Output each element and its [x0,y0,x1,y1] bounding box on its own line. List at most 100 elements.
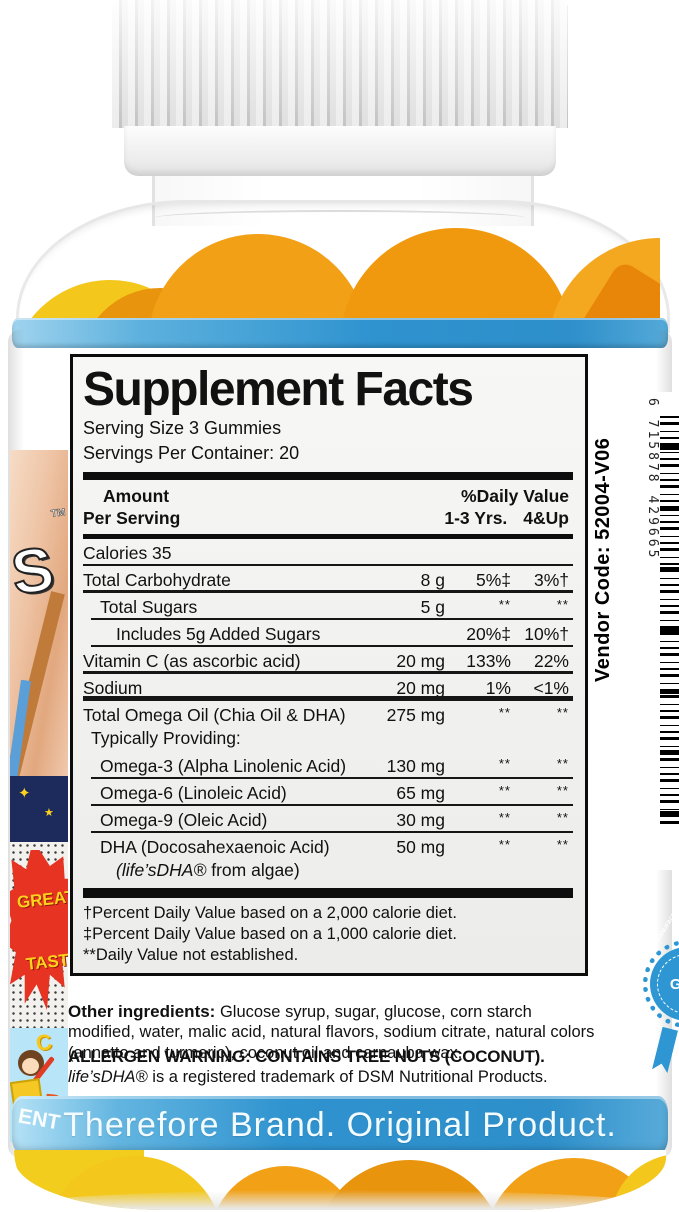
daily-value-1-3yrs: 5%‡ [475,569,511,590]
servings-per-container-line: Servings Per Container: 20 [83,442,300,463]
vendor-code-text: Vendor Code: 52004-V06 [592,437,614,682]
nutrient-label: Omega-3 (Alpha Linolenic Acid) [100,755,347,776]
facts-row-omega-3: Omega-3 (Alpha Linolenic Acid) 130 mg ** *… [83,752,573,779]
daily-value-4up: ** [556,782,569,798]
facts-row-total-sugars: Total Sugars 5 g ** ** [83,593,573,621]
gummy [340,228,572,320]
trademark-text: life’sDHA® is a registered trademark of … [68,1068,548,1086]
daily-value-4up: 22% [533,651,569,672]
nutrient-label: Total Carbohydrate [83,569,231,590]
facts-row-dha-source: (life’sDHA® from algae) [83,860,573,883]
supplement-facts-title: Supplement Facts [83,363,474,416]
other-ingredients-text: Other ingredients: Glucose syrup, sugar,… [68,1001,595,1063]
serving-size-line: Serving Size 3 Gummies [83,417,282,438]
nutrient-amount: 65 mg [396,782,445,803]
footer-band-text: Therefore Brand. Original Product. [63,1105,617,1144]
age-column-1: 1-3 Yrs. [444,508,508,529]
daily-value-1-3yrs: ** [498,782,511,798]
footer-band: Therefore Brand. Original Product. [12,1096,668,1154]
bottle-neck-rim [154,210,526,226]
nutrient-label: Total Omega Oil (Chia Oil & DHA) [83,705,346,726]
gmp-center-text: GMP [669,975,679,993]
daily-value-header: %Daily Value 1-3 Yrs. 4&Up [444,485,569,529]
nutrient-label: Calories 35 [83,542,172,563]
daily-value-4up: ** [556,705,569,721]
label-top-band [12,318,668,348]
great-taste-burst: GREAT TASTE [10,842,68,1028]
facts-row-calories: Calories 35 [83,539,573,566]
amount-header: Amount Per Serving [83,485,181,529]
nutrient-amount: 8 g [420,569,445,590]
nutrient-amount: 50 mg [396,836,445,857]
nutrient-amount: 5 g [420,596,445,617]
daily-value-4up: ** [556,596,569,612]
nutrient-amount: 30 mg [396,809,445,830]
bottle-cap-base [124,126,556,176]
brand-letter-s: S [10,533,59,609]
nutrient-label: Includes 5g Added Sugars [116,623,321,644]
daily-value-1-3yrs: ** [498,836,511,852]
bottle-cap-ribs [112,0,568,128]
gummy [148,234,368,320]
facts-row-omega-oil: Total Omega Oil (Chia Oil & DHA) 275 mg *… [83,701,573,728]
allergen-warning-text: ALLERGEN WARNING: CONTAINS TREE NUTS (CO… [68,1047,545,1066]
daily-value-4up: ** [556,809,569,825]
gmp-ribbon-left [652,1027,678,1074]
facts-header: Amount Per Serving %Daily Value 1-3 Yrs.… [83,480,573,534]
daily-value-1-3yrs: 20%‡ [466,623,511,644]
front-label-wrap: TM S ✦ ★ GREAT TASTE C B [10,450,68,1142]
facts-row-typically-providing: Typically Providing: [83,728,573,751]
barcode-bars [660,416,679,830]
nutrient-amount: 275 mg [386,705,445,726]
nutrient-amount: 130 mg [386,755,445,776]
daily-value-4up: 3%† [533,569,569,590]
nutrient-label: Total Sugars [100,596,198,617]
facts-row-omega-9: Omega-9 (Oleic Acid) 30 mg ** ** [83,806,573,834]
daily-value-1-3yrs: 133% [466,651,511,672]
barcode: 6 715878 429665 [640,392,679,870]
divider-thick [83,888,573,899]
nutrient-amount: 20 mg [396,678,445,699]
star-icon: ★ [44,807,54,819]
bottle-foot-glass [14,1190,666,1210]
star-icon: ✦ [18,785,31,802]
nutrient-label: Omega-6 (Linoleic Acid) [100,782,287,803]
daily-value-4up: <1% [533,678,569,699]
daily-value-1-3yrs: ** [498,809,511,825]
front-art-navy-patch: ✦ ★ [10,776,68,842]
gummies-top [20,222,660,320]
age-column-2: 4&Up [523,508,569,529]
nutrient-label: Sodium [83,678,143,699]
facts-row-omega-6: Omega-6 (Linoleic Acid) 65 mg ** ** [83,779,573,806]
daily-value-4up: ** [556,836,569,852]
nutrient-label: Omega-9 (Oleic Acid) [100,809,268,830]
nutrient-label: Typically Providing: [91,728,241,749]
daily-value-1-3yrs: 1% [485,678,511,699]
divider-thick [83,471,573,480]
facts-row-vitamin-c: Vitamin C (as ascorbic acid) 20 mg 133% 22… [83,647,573,675]
gmp-badge: GOOD MANUFACTURING GMP PRACTICE [641,896,679,1096]
nutrient-amount: 20 mg [396,651,445,672]
daily-value-4up: 10%† [524,623,569,644]
daily-value-1-3yrs: ** [498,705,511,721]
footnote-line: †Percent Daily Value based on a 2,000 ca… [83,904,457,923]
facts-row-sodium: Sodium 20 mg 1% <1% [83,674,573,702]
daily-value-1-3yrs: ** [498,755,511,771]
facts-row-added-sugars: Includes 5g Added Sugars 20%‡ 10%† [83,620,573,648]
divider-medium [83,533,573,539]
facts-row-dha: DHA (Docosahexaenoic Acid) 50 mg ** ** [83,833,573,860]
front-art-illustration: TM S [10,450,68,781]
facts-row-carbohydrate: Total Carbohydrate 8 g 5%‡ 3%† [83,566,573,593]
trademark-symbol: TM [49,507,66,520]
nutrient-label: (life’sDHA® from algae) [116,860,300,881]
girl-face [22,1058,39,1074]
footnotes: †Percent Daily Value based on a 2,000 ca… [83,898,573,965]
bottle-foot [14,1150,666,1210]
nutrient-label: Vitamin C (as ascorbic acid) [83,651,301,672]
footnote-line: **Daily Value not established. [83,945,299,964]
nutrient-label: DHA (Docosahexaenoic Acid) [100,836,330,857]
daily-value-1-3yrs: ** [498,596,511,612]
supplement-facts-panel: Supplement Facts Serving Size 3 Gummies … [70,354,588,976]
barcode-digits: 6 715878 429665 [645,398,660,561]
